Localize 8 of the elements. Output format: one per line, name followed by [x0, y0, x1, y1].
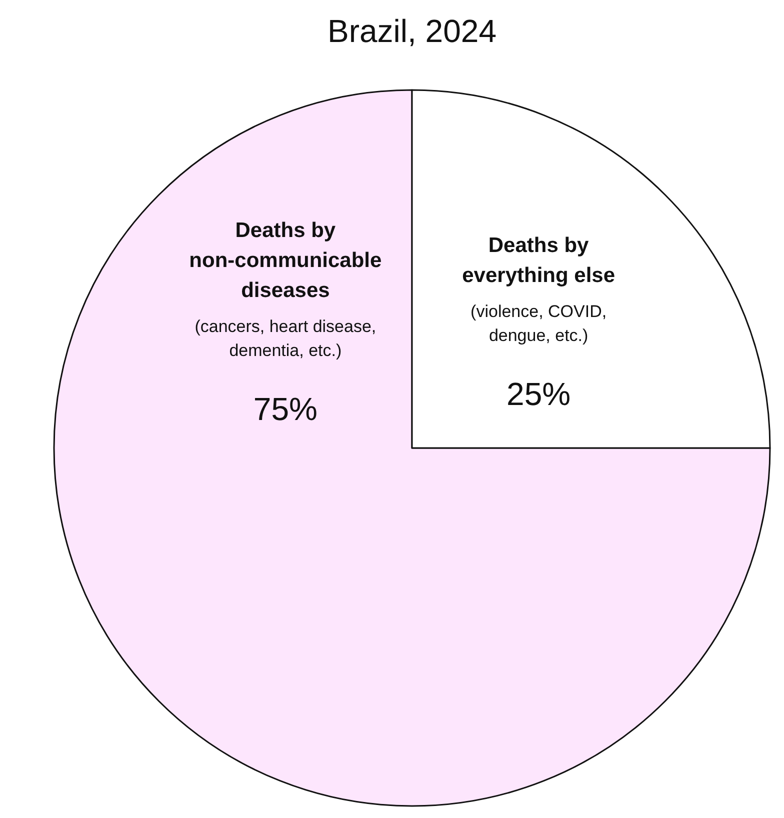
text: (cancers, heart disease, dementia, etc.) — [194, 316, 376, 360]
data-label: 75% — [253, 390, 318, 427]
data-label: 25% — [506, 376, 571, 412]
slice-label: Deaths by everything else — [462, 234, 616, 287]
chart-title: Brazil, 2024 — [328, 13, 496, 49]
pie-slice — [54, 89, 771, 806]
slice-label: Deaths by non-communicable diseases — [189, 218, 382, 302]
text: (violence, COVID, dengue, etc.) — [470, 302, 607, 345]
